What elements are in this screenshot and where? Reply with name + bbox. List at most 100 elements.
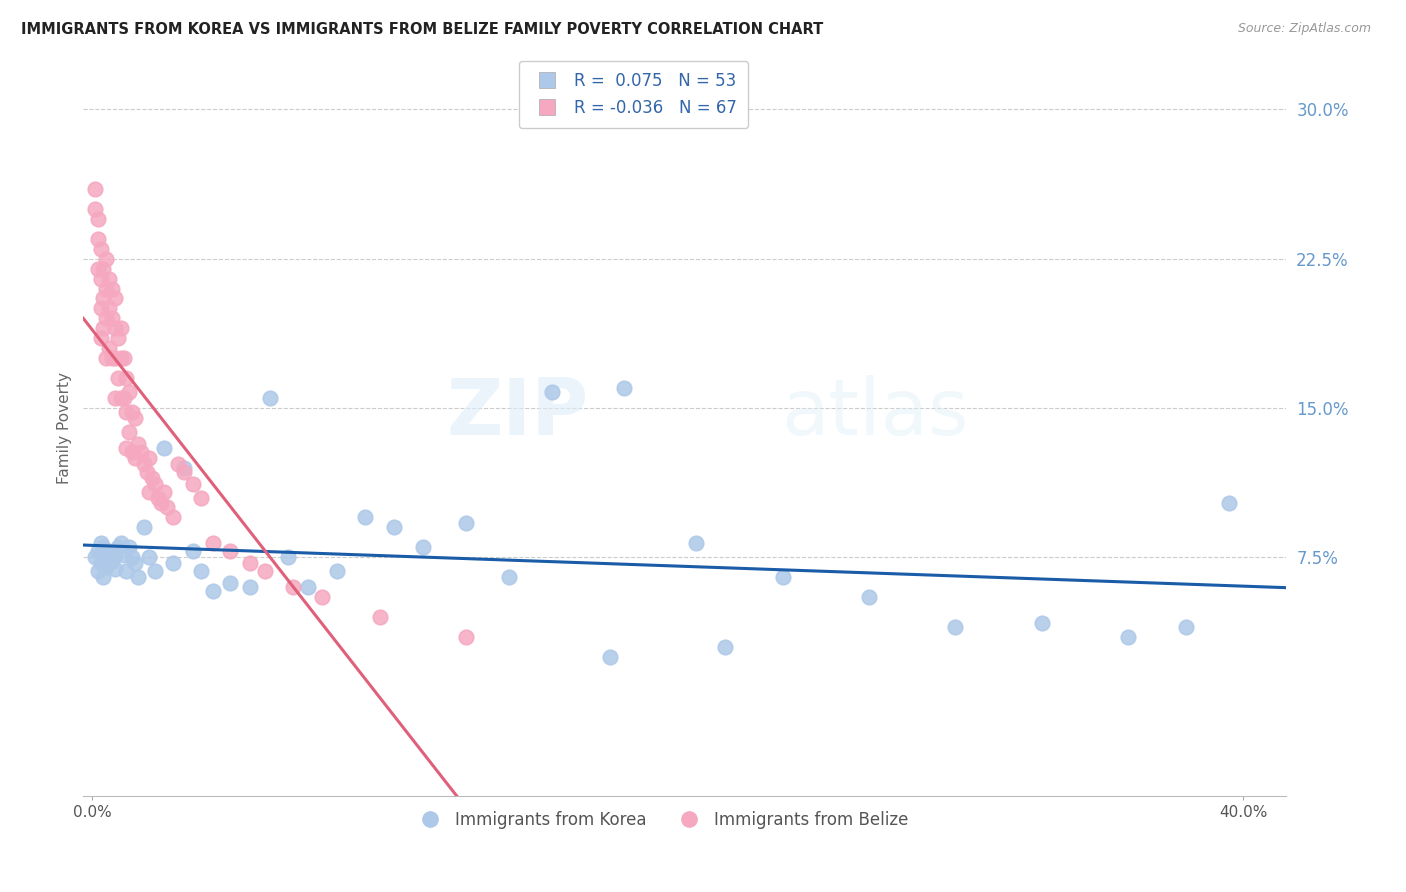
- Point: [135, 465, 157, 479]
- Point: [121, 405, 143, 419]
- Point: [124, 450, 146, 465]
- Point: [107, 371, 129, 385]
- Point: [118, 541, 141, 555]
- Point: [121, 550, 143, 565]
- Point: [138, 550, 160, 565]
- Point: [599, 649, 621, 664]
- Point: [162, 556, 184, 570]
- Point: [86, 564, 108, 578]
- Point: [146, 491, 169, 505]
- Point: [945, 620, 967, 634]
- Point: [1218, 496, 1240, 510]
- Point: [104, 321, 127, 335]
- Point: [382, 520, 405, 534]
- Point: [138, 484, 160, 499]
- Point: [104, 562, 127, 576]
- Point: [1116, 630, 1139, 644]
- Point: [685, 536, 707, 550]
- Point: [104, 351, 127, 366]
- Point: [1174, 620, 1197, 634]
- Point: [132, 520, 155, 534]
- Point: [283, 580, 305, 594]
- Point: [96, 281, 118, 295]
- Point: [93, 570, 115, 584]
- Point: [153, 441, 176, 455]
- Point: [456, 630, 478, 644]
- Point: [96, 560, 118, 574]
- Point: [239, 580, 262, 594]
- Text: ZIP: ZIP: [446, 376, 589, 451]
- Point: [201, 536, 224, 550]
- Point: [110, 321, 132, 335]
- Point: [90, 556, 112, 570]
- Point: [118, 425, 141, 439]
- Point: [219, 544, 242, 558]
- Point: [613, 381, 636, 395]
- Point: [190, 564, 212, 578]
- Legend: Immigrants from Korea, Immigrants from Belize: Immigrants from Korea, Immigrants from B…: [408, 805, 914, 836]
- Point: [259, 391, 281, 405]
- Point: [201, 584, 224, 599]
- Point: [772, 570, 794, 584]
- Point: [156, 500, 179, 515]
- Point: [143, 564, 166, 578]
- Point: [104, 548, 127, 562]
- Point: [115, 371, 138, 385]
- Point: [93, 261, 115, 276]
- Point: [150, 496, 173, 510]
- Point: [90, 242, 112, 256]
- Point: [110, 351, 132, 366]
- Point: [96, 252, 118, 266]
- Point: [253, 564, 276, 578]
- Point: [110, 536, 132, 550]
- Point: [86, 544, 108, 558]
- Point: [143, 476, 166, 491]
- Point: [90, 331, 112, 345]
- Point: [115, 441, 138, 455]
- Point: [124, 556, 146, 570]
- Text: atlas: atlas: [782, 376, 969, 451]
- Point: [83, 182, 105, 196]
- Point: [219, 576, 242, 591]
- Y-axis label: Family Poverty: Family Poverty: [58, 372, 72, 483]
- Point: [107, 331, 129, 345]
- Point: [86, 232, 108, 246]
- Point: [141, 470, 163, 484]
- Point: [714, 640, 737, 654]
- Point: [98, 550, 121, 565]
- Point: [112, 351, 135, 366]
- Point: [368, 610, 391, 624]
- Point: [90, 301, 112, 316]
- Point: [541, 384, 564, 399]
- Point: [96, 351, 118, 366]
- Point: [124, 410, 146, 425]
- Point: [173, 465, 195, 479]
- Point: [83, 550, 105, 565]
- Point: [354, 510, 377, 524]
- Point: [93, 541, 115, 555]
- Point: [858, 590, 880, 604]
- Point: [98, 271, 121, 285]
- Point: [132, 457, 155, 471]
- Point: [190, 491, 212, 505]
- Point: [96, 544, 118, 558]
- Point: [297, 580, 319, 594]
- Point: [96, 311, 118, 326]
- Point: [90, 536, 112, 550]
- Point: [456, 516, 478, 531]
- Point: [101, 311, 124, 326]
- Point: [112, 391, 135, 405]
- Point: [107, 541, 129, 555]
- Point: [311, 590, 333, 604]
- Point: [129, 444, 152, 458]
- Text: Source: ZipAtlas.com: Source: ZipAtlas.com: [1237, 22, 1371, 36]
- Point: [112, 548, 135, 562]
- Point: [181, 544, 204, 558]
- Point: [127, 436, 149, 450]
- Text: IMMIGRANTS FROM KOREA VS IMMIGRANTS FROM BELIZE FAMILY POVERTY CORRELATION CHART: IMMIGRANTS FROM KOREA VS IMMIGRANTS FROM…: [21, 22, 824, 37]
- Point: [173, 460, 195, 475]
- Point: [93, 292, 115, 306]
- Point: [325, 564, 347, 578]
- Point: [138, 450, 160, 465]
- Point: [277, 550, 299, 565]
